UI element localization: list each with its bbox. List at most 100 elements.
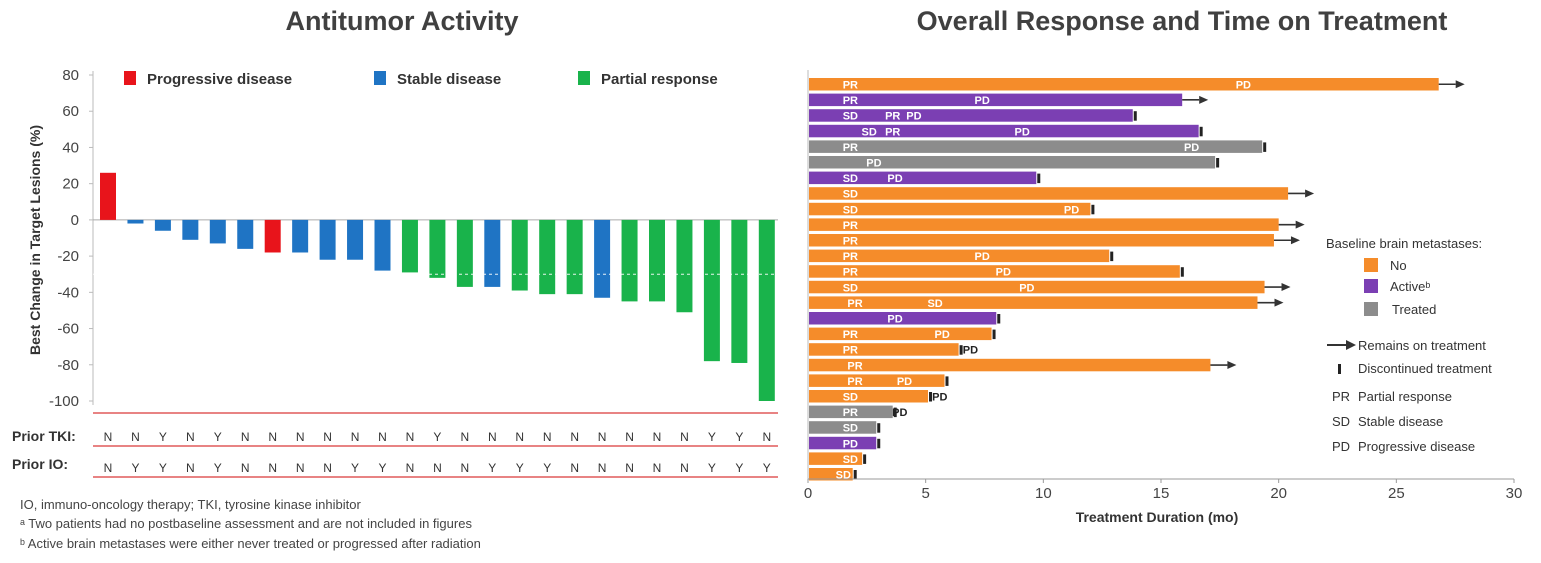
swimmer-bar xyxy=(809,187,1289,200)
x-tick-label: 5 xyxy=(921,485,929,502)
footnote-abbreviations: IO, immuno-oncology therapy; TKI, tyrosi… xyxy=(20,497,361,512)
remains-arrow-head xyxy=(1274,298,1284,307)
swimmer-bar xyxy=(809,280,1265,294)
legend-swatch-treated xyxy=(1364,302,1378,316)
swimmer-bar xyxy=(809,140,1263,153)
prior-io-value: Y xyxy=(378,461,386,475)
y-tick-label: 40 xyxy=(62,139,79,156)
response-label: SD xyxy=(843,423,858,435)
discontinued-tick xyxy=(863,454,867,464)
response-label: PD xyxy=(897,376,912,388)
prior-tki-value: Y xyxy=(433,430,441,444)
swimmer-bar xyxy=(809,343,959,356)
response-label: PR xyxy=(843,142,858,154)
prior-tki-value: N xyxy=(323,430,332,444)
x-tick-label: 0 xyxy=(804,485,812,502)
prior-io-value: N xyxy=(570,461,579,475)
legend-label-discontinued: Discontinued treatment xyxy=(1358,361,1492,376)
prior-io-value: Y xyxy=(516,461,524,475)
prior-io-value: N xyxy=(323,461,332,475)
swimmer-bar xyxy=(809,296,1258,309)
discontinued-tick xyxy=(893,407,897,418)
footnote-b: ᵇ Active brain metastases were either ne… xyxy=(20,536,481,551)
x-tick-label: 10 xyxy=(1035,485,1052,502)
response-label: SD xyxy=(843,189,858,201)
swimmer-bar xyxy=(809,202,1091,216)
response-label: PD xyxy=(887,314,902,326)
prior-tki-value: Y xyxy=(735,430,743,444)
prior-tki-value: N xyxy=(406,430,415,444)
y-tick-label: 80 xyxy=(62,67,79,84)
response-label: PR xyxy=(885,111,900,123)
discontinued-tick xyxy=(1037,173,1041,184)
swimmer-bar xyxy=(809,390,929,403)
waterfall-bar xyxy=(347,219,364,260)
response-label: PR xyxy=(885,126,900,138)
right-legend-title: Baseline brain metastases: xyxy=(1326,236,1482,251)
response-label: PD xyxy=(843,438,858,450)
legend-swatch-no xyxy=(1364,258,1378,272)
response-label: PD xyxy=(1019,282,1034,294)
swimmer-bar xyxy=(809,93,1183,107)
legend-label-remains: Remains on treatment xyxy=(1358,338,1486,353)
swimmer-bar xyxy=(809,421,877,434)
prior-tki-value: N xyxy=(680,430,689,444)
prior-tki-value: N xyxy=(268,430,277,444)
legend-label-treated: Treated xyxy=(1392,302,1436,317)
waterfall-bar xyxy=(127,219,144,224)
tick-mark-icon xyxy=(1338,364,1341,374)
swimmer-bar xyxy=(809,312,997,325)
response-label: SD xyxy=(843,454,858,466)
prior-io-value: N xyxy=(406,461,415,475)
prior-io-value: N xyxy=(186,461,195,475)
response-label: SD xyxy=(862,126,877,138)
prior-tki-value: Y xyxy=(214,430,222,444)
discontinued-tick xyxy=(959,345,963,355)
response-label: PR xyxy=(847,298,862,310)
response-label: PD xyxy=(866,158,881,170)
discontinued-tick xyxy=(1199,126,1203,137)
swimmer-bar xyxy=(809,327,992,341)
legend-label: Progressive disease xyxy=(147,71,292,88)
swimmer-bar xyxy=(809,358,1211,372)
response-label: PR xyxy=(843,80,858,92)
prior-io-value: N xyxy=(241,461,250,475)
response-label: PD xyxy=(906,111,921,123)
legend-abbr-pr-text: Partial response xyxy=(1358,389,1452,404)
prior-tki-value: Y xyxy=(159,430,167,444)
prior-io-value: Y xyxy=(159,461,167,475)
waterfall-bar xyxy=(758,219,775,401)
response-label: PD xyxy=(1236,80,1251,92)
response-label: PR xyxy=(843,95,858,107)
prior-tki-value: N xyxy=(296,430,305,444)
waterfall-bar xyxy=(539,219,556,295)
waterfall-bar xyxy=(237,219,254,249)
discontinued-tick xyxy=(945,376,949,386)
prior-tki-value: N xyxy=(131,430,140,444)
legend-abbr-pd: PD xyxy=(1332,439,1350,454)
remains-arrow-head xyxy=(1281,283,1291,292)
y-tick-label: -80 xyxy=(57,357,79,374)
footnote-a: ᵃ Two patients had no postbaseline asses… xyxy=(20,516,472,531)
response-label: SD xyxy=(843,204,858,216)
swimmer-bars: PR PD PR PD SD PR PD SD PR PD PR PD PD SD PD SD SD PD PR PR… xyxy=(809,78,1465,482)
prior-io-value: N xyxy=(461,461,470,475)
right-x-axis-label: Treatment Duration (mo) xyxy=(1076,509,1239,525)
waterfall-bar xyxy=(511,219,528,291)
right-chart-title: Overall Response and Time on Treatment xyxy=(917,6,1448,36)
swimmer-bar xyxy=(809,436,877,450)
waterfall-bar xyxy=(703,219,720,362)
legend-swatch-active xyxy=(1364,279,1378,293)
prior-io-value: Y xyxy=(763,461,771,475)
prior-io-value: N xyxy=(433,461,442,475)
response-label: PD xyxy=(963,345,978,357)
response-label: PD xyxy=(996,267,1011,279)
waterfall-bar xyxy=(154,219,171,231)
x-tick-label: 30 xyxy=(1506,485,1523,502)
remains-arrow-head xyxy=(1290,236,1300,245)
response-label: SD xyxy=(843,282,858,294)
waterfall-bar xyxy=(429,219,446,278)
legend-swatch xyxy=(124,71,136,85)
response-label: PR xyxy=(843,236,858,248)
